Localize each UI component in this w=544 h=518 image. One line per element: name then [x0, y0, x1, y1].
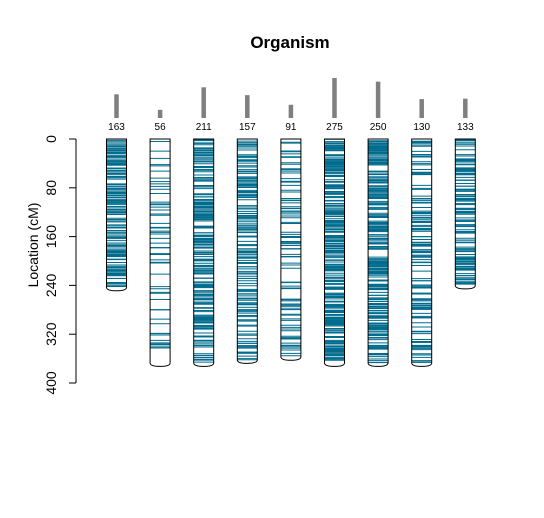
- marker-count-label: 56: [155, 122, 167, 133]
- chromosome-8: 130: [411, 99, 433, 367]
- y-axis: 0 80 160 240 320 400: [43, 135, 77, 395]
- chromosome-markers: [106, 139, 127, 288]
- chromosome-outline: [149, 138, 171, 367]
- marker-count-label: 91: [285, 122, 297, 133]
- chromosome-3: 211: [193, 87, 215, 367]
- y-tick-label: 80: [43, 180, 59, 196]
- chromosome-outline: [193, 138, 215, 367]
- marker-count-label: 157: [239, 122, 256, 133]
- chromosome-markers: [193, 139, 214, 363]
- chart-title: Organism: [250, 33, 329, 52]
- y-tick-label: 320: [43, 322, 59, 346]
- chromosome-markers: [237, 140, 258, 361]
- chromosome-markers: [411, 140, 432, 363]
- y-tick-label: 400: [43, 371, 59, 395]
- marker-count-label: 133: [457, 122, 474, 133]
- chromosome-outline: [367, 138, 389, 367]
- chromosome-6: 275: [324, 78, 345, 367]
- y-tick-label: 0: [43, 135, 59, 143]
- marker-count-label: 250: [370, 122, 387, 133]
- chromosome-1: 163: [106, 94, 127, 292]
- chromosome-outline: [106, 138, 127, 292]
- chromosome-7: 250: [367, 81, 389, 367]
- chromosome-outline: [454, 138, 476, 290]
- chromosome-group: 163 56 211 157 91 275 250 130 133: [106, 78, 476, 367]
- marker-count-label: 163: [108, 122, 125, 133]
- chromosome-9: 133: [454, 98, 476, 290]
- y-tick-label: 240: [43, 274, 59, 298]
- chromosome-markers: [455, 139, 476, 285]
- marker-count-label: 211: [196, 122, 212, 133]
- chromosome-5: 91: [280, 104, 302, 361]
- y-axis-label: Location (cM): [25, 203, 41, 288]
- chromosome-markers: [280, 141, 301, 357]
- marker-count-label: 130: [413, 122, 430, 133]
- marker-count-label: 275: [326, 122, 343, 133]
- chromosome-outline: [411, 138, 433, 367]
- chromosome-outline: [280, 138, 302, 361]
- chromosome-outline: [324, 138, 345, 367]
- chromosome-outline: [236, 138, 258, 364]
- chromosome-4: 157: [236, 95, 258, 364]
- y-tick-label: 160: [43, 225, 59, 249]
- chromosome-markers: [368, 140, 389, 364]
- chromosome-markers: [324, 139, 345, 361]
- chromosome-2: 56: [149, 109, 171, 367]
- chromosome-markers: [150, 140, 171, 349]
